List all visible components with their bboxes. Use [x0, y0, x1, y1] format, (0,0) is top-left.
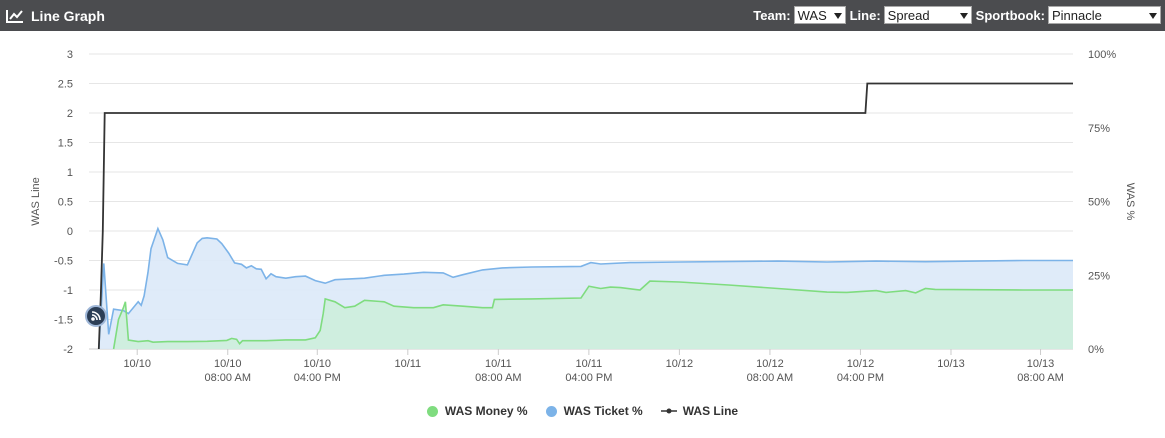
was-line-series: [97, 82, 1073, 350]
y-right-tick-label: 0%: [1088, 344, 1104, 356]
team-select-value: WAS: [797, 8, 827, 23]
y-left-tick-label: 3: [67, 49, 73, 61]
header-bar: Line Graph Team: WAS Line: Spread Sportb…: [0, 0, 1165, 31]
team-select[interactable]: WAS: [793, 6, 846, 24]
line-chart: 3 2.5 2 1.5 1 0.5 0 -0.5 -1 -1.5 -2 100% 75% 50% 25% 0%…: [30, 49, 1136, 384]
legend-ticket-label: WAS Ticket %: [563, 404, 643, 418]
legend-item-money[interactable]: WAS Money %: [426, 404, 528, 418]
x-tick-date: 10/11: [394, 358, 421, 370]
x-tick-date: 10/13: [937, 358, 965, 370]
y-right-tick-label: 75%: [1088, 123, 1110, 135]
y-left-tick-label: 0.5: [58, 197, 73, 209]
legend-line-label: WAS Line: [682, 404, 739, 418]
chevron-down-icon: [959, 13, 968, 19]
y-left-tick-label: -0.5: [54, 256, 73, 268]
page-title: Line Graph: [31, 7, 105, 24]
line-select[interactable]: Spread: [883, 6, 972, 24]
money-area-fill: [113, 281, 1074, 349]
sportbook-select-value: Pinnacle: [1052, 8, 1102, 23]
line-select-value: Spread: [887, 8, 930, 23]
y-left-tick-label: -1: [63, 285, 73, 297]
team-label: Team:: [753, 7, 791, 23]
y-left-tick-label: 2.5: [58, 79, 73, 91]
legend-money-marker: [426, 405, 438, 417]
money-series-line: [112, 280, 1073, 350]
x-tick-date: 10/12: [756, 358, 784, 370]
chevron-down-icon: [1149, 13, 1157, 19]
x-tick-date: 10/12: [666, 358, 694, 370]
sportbook-select[interactable]: Pinnacle: [1048, 6, 1161, 24]
legend-ticket-marker: [545, 405, 557, 417]
chart-legend: WAS Money % WAS Ticket % WAS Line: [0, 404, 1165, 418]
x-tick-time: 08:00 AM: [205, 372, 251, 384]
sportbook-label: Sportbook:: [975, 7, 1045, 23]
y-right-tick-label: 100%: [1088, 49, 1116, 61]
y-left-tick-label: 1: [67, 167, 73, 179]
legend-line-marker: [660, 408, 677, 414]
x-tick-date: 10/10: [304, 358, 332, 370]
y-right-axis-title: WAS %: [1124, 183, 1136, 221]
x-tick-time: 08:00 AM: [747, 372, 793, 384]
rss-feed-icon[interactable]: [85, 305, 107, 327]
y-left-axis-title: WAS Line: [30, 177, 42, 226]
y-left-tick-label: -2: [63, 344, 73, 356]
header-title-group: Line Graph: [6, 0, 105, 31]
y-right-tick-label: 25%: [1088, 270, 1110, 282]
legend-money-label: WAS Money %: [444, 404, 528, 418]
x-tick-time: 08:00 AM: [1017, 372, 1063, 384]
x-tick-date: 10/11: [485, 358, 512, 370]
y-left-tick-label: 1.5: [58, 138, 73, 150]
y-left-tick-label: -1.5: [54, 315, 73, 327]
x-tick-date: 10/13: [1027, 358, 1055, 370]
filter-controls: Team: WAS Line: Spread Sportbook: Pinnac…: [753, 4, 1161, 26]
y-left-tick-label: 2: [67, 108, 73, 120]
x-tick-time: 04:00 PM: [837, 372, 884, 384]
ticket-series-line: [98, 226, 1073, 350]
x-tick-date: 10/12: [847, 358, 875, 370]
y-right-tick-label: 50%: [1088, 197, 1110, 209]
x-tick-date: 10/11: [576, 358, 603, 370]
line-chart-icon: [6, 9, 23, 23]
x-tick-date: 10/10: [123, 358, 151, 370]
x-tick-date: 10/10: [214, 358, 242, 370]
y-left-tick-label: 0: [67, 226, 73, 238]
legend-item-line[interactable]: WAS Line: [660, 404, 739, 418]
chevron-down-icon: [833, 13, 842, 19]
line-label: Line:: [849, 7, 881, 23]
rss-glyph: [91, 311, 101, 321]
legend-item-ticket[interactable]: WAS Ticket %: [545, 404, 643, 418]
x-tick-time: 08:00 AM: [475, 372, 521, 384]
x-tick-time: 04:00 PM: [294, 372, 341, 384]
x-tick-time: 04:00 PM: [565, 372, 612, 384]
